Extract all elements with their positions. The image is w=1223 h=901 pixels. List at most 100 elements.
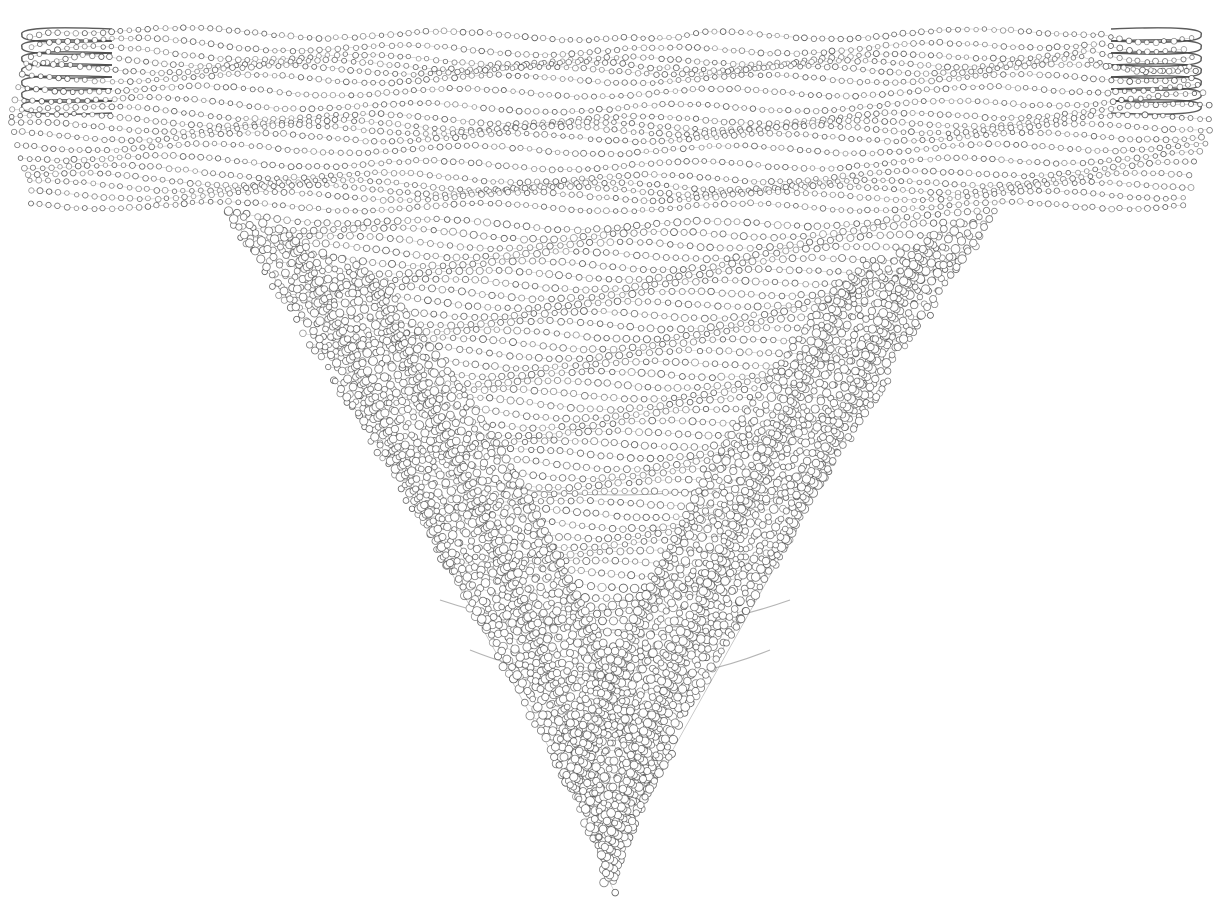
bead-ring xyxy=(107,112,114,120)
bead-ring xyxy=(246,103,253,110)
bead-ring xyxy=(240,85,247,91)
bead-ring xyxy=(342,125,349,132)
bead-ring xyxy=(679,373,686,380)
bead-ring xyxy=(334,78,341,85)
bead-ring xyxy=(982,199,989,207)
bead-ring xyxy=(341,57,347,64)
bead-ring xyxy=(699,264,707,271)
bead-ring xyxy=(586,208,593,214)
bead-ring xyxy=(679,145,687,153)
bead-ring xyxy=(609,230,617,237)
bead-ring xyxy=(616,453,624,461)
bead-ring xyxy=(54,189,62,196)
bead-ring xyxy=(420,182,427,189)
bead-ring xyxy=(866,232,873,239)
bead-ring xyxy=(930,98,937,105)
bead-ring xyxy=(793,203,799,209)
bead-ring xyxy=(480,276,489,285)
bead-ring xyxy=(715,268,722,275)
bead-ring xyxy=(1120,64,1127,71)
bead-ring xyxy=(874,137,881,143)
bead-ring xyxy=(991,199,998,206)
bead-ring xyxy=(385,119,393,127)
bead-ring xyxy=(696,546,703,553)
bead-ring xyxy=(953,208,962,217)
bead-ring xyxy=(944,154,951,162)
bead-ring xyxy=(661,536,669,544)
bead-ring xyxy=(509,234,517,242)
bead-ring xyxy=(530,386,539,395)
bead-ring xyxy=(979,84,985,90)
bead-ring xyxy=(416,137,422,143)
bead-ring xyxy=(208,72,216,80)
bead-ring xyxy=(557,183,565,190)
bead-ring xyxy=(643,70,650,77)
bead-ring xyxy=(211,66,219,74)
bead-ring xyxy=(757,72,764,79)
bead-ring xyxy=(438,86,445,92)
bead-ring xyxy=(600,542,609,551)
bead-ring xyxy=(1144,48,1151,55)
bead-ring xyxy=(590,233,598,240)
bead-ring xyxy=(738,61,746,68)
bead-ring xyxy=(1010,44,1016,50)
bead-ring xyxy=(263,104,270,111)
bead-ring xyxy=(1187,115,1194,121)
bead-ring xyxy=(1112,64,1119,71)
bead-ring xyxy=(1090,75,1097,83)
bead-ring xyxy=(900,187,906,193)
bead-ring xyxy=(879,222,887,230)
bead-ring xyxy=(368,32,376,40)
bead-ring xyxy=(36,106,43,113)
bead-ring xyxy=(183,96,189,102)
bead-ring xyxy=(1061,55,1068,62)
bead-ring xyxy=(426,240,434,247)
bead-ring xyxy=(1169,113,1176,120)
bead-ring xyxy=(1031,63,1038,69)
bead-ring xyxy=(306,113,312,120)
bead-ring xyxy=(373,448,381,457)
bead-ring xyxy=(531,165,538,173)
bead-ring xyxy=(729,191,736,198)
bead-ring xyxy=(315,75,323,83)
bead-ring xyxy=(1118,135,1125,143)
bead-ring xyxy=(1055,130,1061,137)
bead-ring xyxy=(566,240,574,249)
bead-ring xyxy=(632,358,640,366)
bead-ring xyxy=(726,244,734,252)
bead-ring xyxy=(1162,136,1170,144)
bead-ring xyxy=(972,72,979,79)
bead-ring xyxy=(211,140,218,147)
bead-ring xyxy=(644,298,652,305)
bead-ring xyxy=(530,436,538,445)
bead-ring xyxy=(838,77,845,84)
bead-ring xyxy=(1118,96,1125,104)
bead-ring xyxy=(708,85,715,92)
bead-ring xyxy=(817,58,824,64)
bead-ring xyxy=(416,170,424,177)
bead-ring xyxy=(272,48,278,54)
bead-ring xyxy=(217,199,224,205)
bead-ring xyxy=(598,569,606,577)
bead-ring xyxy=(1192,67,1199,74)
bead-ring xyxy=(362,102,369,108)
bead-ring xyxy=(587,319,594,327)
bead-ring xyxy=(684,131,690,138)
bead-ring xyxy=(130,68,137,75)
bead-ring xyxy=(172,25,178,32)
bead-ring xyxy=(461,134,468,140)
bead-ring xyxy=(719,419,727,427)
bead-ring xyxy=(225,114,232,121)
bead-ring xyxy=(111,96,118,103)
bead-ring xyxy=(374,69,381,76)
bead-ring xyxy=(522,456,530,464)
bead-ring xyxy=(451,59,458,66)
bead-ring xyxy=(843,221,850,228)
bead-ring xyxy=(738,29,744,36)
bead-ring xyxy=(142,175,149,182)
bead-ring xyxy=(195,180,202,187)
bead-ring xyxy=(685,57,692,64)
bead-ring xyxy=(103,147,110,154)
bead-ring xyxy=(415,55,422,62)
